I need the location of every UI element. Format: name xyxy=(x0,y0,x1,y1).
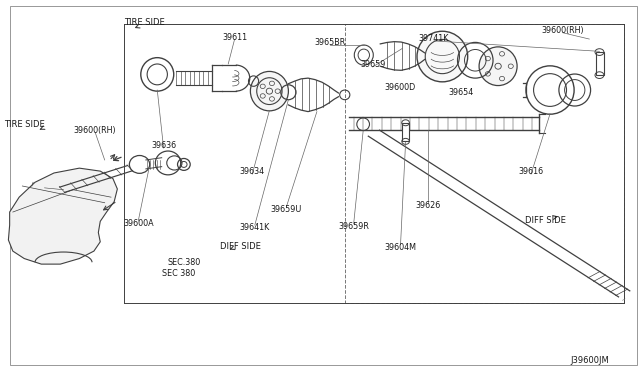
Text: DIFF SIDE: DIFF SIDE xyxy=(525,216,565,225)
Bar xyxy=(346,24,624,303)
Text: 39654: 39654 xyxy=(449,88,474,97)
Text: 39659U: 39659U xyxy=(271,205,302,214)
Text: 39600(RH): 39600(RH) xyxy=(74,126,116,135)
Text: 39626: 39626 xyxy=(415,201,440,210)
Text: 39634: 39634 xyxy=(240,167,265,176)
Text: 3965BR: 3965BR xyxy=(314,38,345,47)
Text: SEC.380: SEC.380 xyxy=(167,258,200,267)
Text: 39600(RH): 39600(RH) xyxy=(541,26,584,35)
Text: 39600A: 39600A xyxy=(123,219,154,228)
Ellipse shape xyxy=(479,47,517,86)
Ellipse shape xyxy=(250,71,289,111)
Text: TIRE SIDE: TIRE SIDE xyxy=(4,120,45,129)
Text: 39641K: 39641K xyxy=(240,223,270,232)
Bar xyxy=(403,123,410,141)
Text: 39611: 39611 xyxy=(222,33,247,42)
Text: 39659R: 39659R xyxy=(338,222,369,231)
Text: 39600D: 39600D xyxy=(385,83,416,92)
Text: DIFF SIDE: DIFF SIDE xyxy=(220,242,261,251)
Text: 39636: 39636 xyxy=(151,141,176,150)
Text: 39741K: 39741K xyxy=(419,34,449,43)
Text: 39616: 39616 xyxy=(518,167,543,176)
Polygon shape xyxy=(8,168,117,264)
Text: 39659: 39659 xyxy=(360,60,385,69)
Text: TIRE SIDE: TIRE SIDE xyxy=(124,18,165,27)
Text: SEC 380: SEC 380 xyxy=(162,269,195,278)
Text: 39604M: 39604M xyxy=(385,243,417,252)
Ellipse shape xyxy=(417,31,468,82)
Bar xyxy=(596,52,604,75)
Text: J39600JM: J39600JM xyxy=(570,356,609,365)
